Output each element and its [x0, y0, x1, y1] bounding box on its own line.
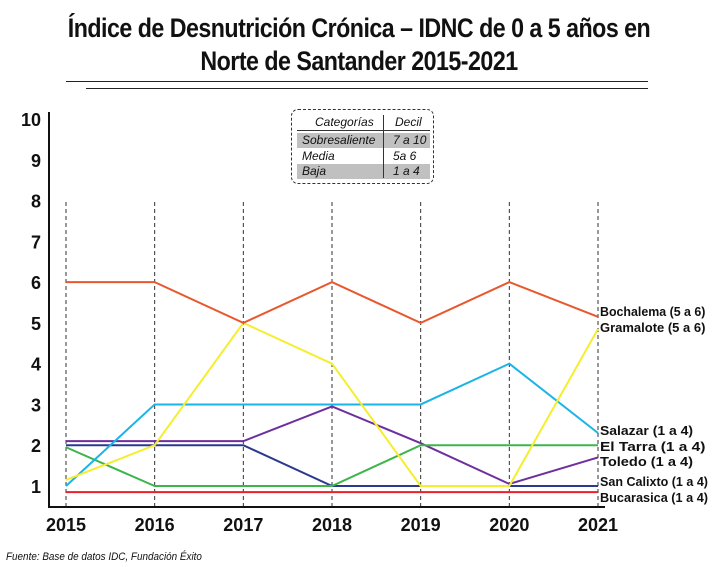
chart-title: Índice de Desnutrición Crónica – IDNC de… [50, 12, 667, 78]
y-tick-label: 7 [31, 232, 41, 252]
y-tick-label: 1 [31, 477, 41, 497]
legend-category: Sobresaliente [302, 133, 376, 147]
y-tick-label: 9 [31, 151, 41, 171]
series-label: Salazar (1 a 4) [600, 424, 693, 438]
series-line [65, 321, 599, 487]
y-tick-label: 6 [31, 273, 41, 293]
series-line [66, 405, 599, 486]
legend-decil: 1 a 4 [393, 164, 420, 178]
series-label: Bucarasica (1 a 4) [600, 491, 708, 505]
title-rule-bottom [86, 88, 648, 89]
x-tick-label: 2016 [135, 515, 175, 535]
legend-category: Baja [302, 164, 327, 178]
legend-row-baja: Baja 1 a 4 [297, 164, 430, 179]
series-line [65, 444, 598, 487]
legend-header: Categorías Decil [292, 114, 433, 130]
legend-decil: 7 a 10 [393, 133, 427, 147]
chart-title-line-2: Norte de Santander 2015-2021 [200, 46, 518, 76]
legend-column-divider [383, 115, 384, 178]
legend-header-category: Categorías [315, 115, 374, 129]
series-label: San Calixto (1 a 4) [600, 475, 708, 489]
x-tick-label: 2021 [578, 515, 618, 535]
legend-header-decil: Decil [395, 115, 422, 129]
y-tick-label: 4 [31, 355, 41, 375]
series-label: El Tarra (1 a 4) [600, 440, 705, 454]
series-label: Bochalema (5 a 6) [600, 305, 705, 319]
y-tick-label: 8 [31, 192, 41, 212]
legend-category: Media [302, 149, 335, 163]
series-label: Gramalote (5 a 6) [600, 321, 705, 335]
x-tick-label: 2018 [312, 515, 352, 535]
x-tick-label: 2020 [489, 515, 529, 535]
y-tick-label: 2 [31, 436, 41, 456]
series-line [66, 281, 599, 324]
chart-title-line-1: Índice de Desnutrición Crónica – IDNC de… [67, 13, 651, 43]
legend-header-divider [297, 130, 430, 131]
legend-row-media: Media 5a 6 [297, 149, 430, 164]
x-tick-label: 2017 [223, 515, 263, 535]
category-legend: Categorías Decil Sobresaliente 7 a 10 Me… [291, 109, 434, 184]
x-tick-label: 2019 [401, 515, 441, 535]
y-tick-label: 3 [31, 395, 41, 415]
y-tick-label: 10 [21, 110, 41, 130]
series-line [66, 444, 598, 487]
y-tick-label: 5 [31, 314, 41, 334]
x-tick-label: 2015 [46, 515, 86, 535]
legend-row-sobresaliente: Sobresaliente 7 a 10 [297, 133, 430, 148]
series-line [65, 362, 599, 487]
source-note: Fuente: Base de datos IDC, Fundación Éxi… [6, 551, 202, 563]
title-rule-top [66, 81, 648, 82]
legend-decil: 5a 6 [393, 149, 417, 163]
series-label: Toledo (1 a 4) [600, 455, 693, 469]
